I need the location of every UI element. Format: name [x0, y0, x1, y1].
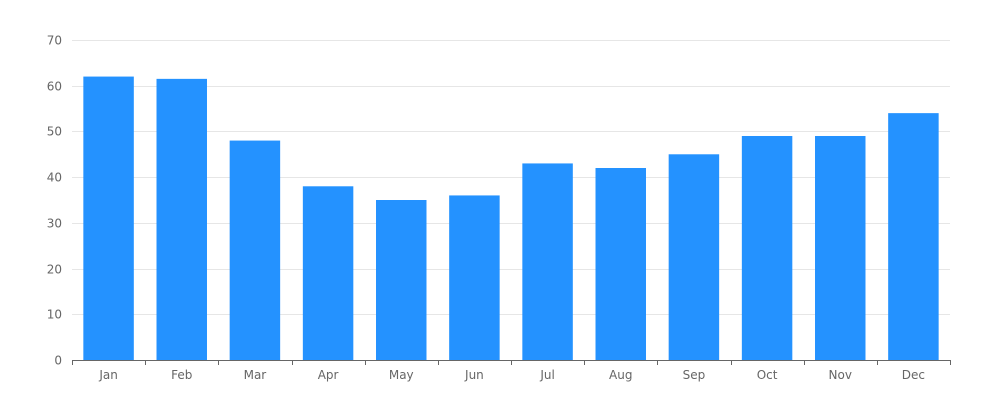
x-tick-label-jul: Jul — [539, 368, 554, 382]
bar-apr[interactable] — [302, 186, 354, 360]
gridlines — [72, 40, 950, 315]
x-tick-label-aug: Aug — [609, 368, 632, 382]
bar-jan[interactable] — [83, 76, 134, 360]
y-tick-label: 70 — [47, 34, 62, 48]
y-tick-label: 10 — [47, 308, 62, 322]
bar-jul[interactable] — [522, 163, 573, 360]
x-tick-label-apr: Apr — [318, 368, 339, 382]
bars — [83, 76, 939, 361]
y-tick-label: 40 — [47, 171, 62, 185]
bar-feb[interactable] — [156, 78, 207, 361]
bar-oct[interactable] — [741, 136, 793, 360]
axes — [72, 360, 951, 365]
bar-aug[interactable] — [595, 168, 646, 360]
y-tick-label: 20 — [47, 263, 62, 277]
bar-nov[interactable] — [815, 136, 866, 360]
x-tick-label-may: May — [389, 368, 414, 382]
y-tick-label: 30 — [47, 217, 62, 231]
x-tick-label-jun: Jun — [464, 368, 484, 382]
y-tick-label: 0 — [54, 354, 62, 368]
x-tick-label-jan: Jan — [98, 368, 118, 382]
bar-dec[interactable] — [888, 113, 939, 360]
y-tick-label: 60 — [47, 80, 62, 94]
x-tick-label-nov: Nov — [829, 368, 852, 382]
bar-mar[interactable] — [229, 140, 281, 360]
x-tick-label-feb: Feb — [171, 368, 192, 382]
bar-jun[interactable] — [449, 195, 500, 360]
x-tick-label-sep: Sep — [683, 368, 706, 382]
x-tick-label-oct: Oct — [757, 368, 778, 382]
bar-may[interactable] — [376, 200, 427, 360]
tick-labels: 0 10 20 30 40 50 60 70 Jan Feb Mar Apr May Jun Jul Aug S… — [47, 34, 925, 383]
bar-sep[interactable] — [668, 154, 720, 360]
x-tick-label-mar: Mar — [244, 368, 267, 382]
y-tick-label: 50 — [47, 125, 62, 139]
x-tick-label-dec: Dec — [902, 368, 925, 382]
